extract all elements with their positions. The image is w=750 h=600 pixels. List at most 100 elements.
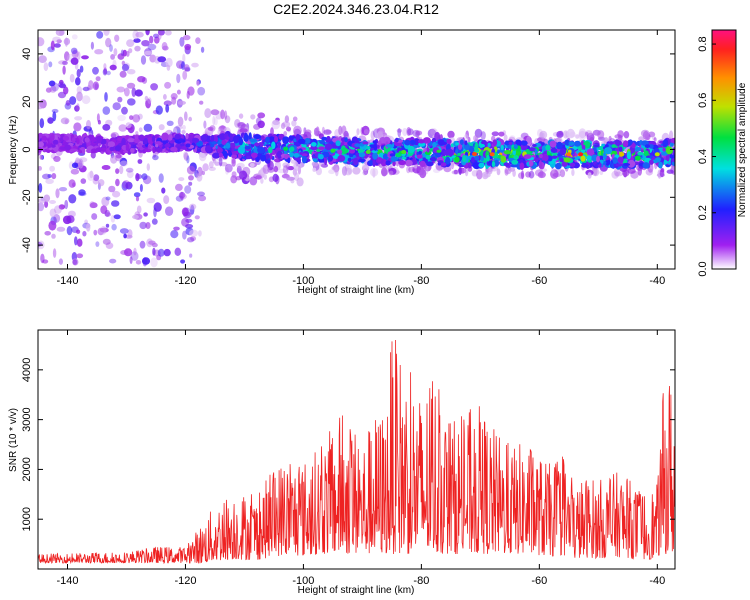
spectrogram-cell <box>236 162 245 169</box>
spectrogram-cell <box>186 165 196 175</box>
spectrogram-cell <box>163 248 171 257</box>
spectrogram-cell <box>662 147 666 152</box>
spectrogram-cell <box>186 155 190 164</box>
spectrogram-cell <box>155 105 163 115</box>
spectrogram-cell <box>39 154 43 160</box>
spectrogram-panel: -140 -120 -100 -80 -60 -40 -40 -20 0 20 40 Height… <box>8 29 676 296</box>
spectrogram-cell <box>45 178 54 184</box>
spectrogram-cell <box>154 36 160 44</box>
spectrogram-cell <box>49 165 55 172</box>
spectrogram-cell <box>556 130 564 139</box>
spectrogram-cell <box>617 156 624 164</box>
spectrogram-cell <box>153 207 157 218</box>
spectrogram-cell <box>60 117 70 125</box>
spectrogram-cell <box>264 154 270 159</box>
spectrogram-cell <box>327 155 334 162</box>
spectrogram-cell <box>319 140 326 145</box>
spectrogram-cell <box>561 161 568 167</box>
spectrogram-cell <box>666 169 674 174</box>
spectrogram-cell <box>555 162 562 170</box>
spectrogram-cell <box>111 223 117 231</box>
spectrogram-cell <box>503 162 510 167</box>
spectrogram-cell <box>284 115 290 123</box>
spectrogram-cell <box>224 115 231 124</box>
y-tick-label: -40 <box>21 237 33 253</box>
spectrogram-cell <box>569 162 576 167</box>
spectrogram-cell <box>492 139 498 147</box>
spectrogram-cell <box>178 177 185 182</box>
spectrogram-cell <box>145 30 150 36</box>
spectrogram-cell <box>129 115 134 120</box>
spectrogram-cell <box>135 260 142 265</box>
spectrogram-cell <box>79 65 84 73</box>
spectrogram-cell <box>454 156 460 163</box>
spectrogram-cell <box>175 195 184 202</box>
spectrogram-cell <box>446 138 452 144</box>
spectrogram-cell <box>102 106 111 115</box>
spectrogram-cell <box>220 109 225 120</box>
spectrogram-cell <box>363 129 369 135</box>
spectrogram-cell <box>49 85 57 93</box>
spectrogram-cell <box>202 163 209 172</box>
spectrogram-cell <box>143 50 153 56</box>
spectrogram-cell <box>447 130 455 139</box>
spectrogram-cell <box>586 155 592 161</box>
spectrogram-cell <box>644 144 651 149</box>
spectrogram-peak <box>330 148 336 153</box>
spectrogram-cell <box>201 170 205 176</box>
spectrogram-cell <box>89 201 96 209</box>
spectrogram-cell <box>133 38 141 43</box>
spectrogram-cell <box>76 103 80 112</box>
spectrogram-cell <box>181 130 186 134</box>
spectrogram-cell <box>146 163 150 171</box>
spectrogram-cell <box>53 43 61 48</box>
spectrogram-cell <box>44 200 49 208</box>
spectrogram-cell <box>426 161 434 167</box>
spectrogram-cell <box>214 117 218 126</box>
spectrogram-cell <box>649 155 653 159</box>
spectrogram-cell <box>210 134 215 143</box>
spectrogram-cell <box>52 248 57 258</box>
spectrogram-cell <box>115 168 120 174</box>
spectrogram-cell <box>125 167 134 173</box>
snr-y-ticks: 1000 2000 3000 4000 <box>21 358 675 531</box>
spectrogram-cell <box>610 150 618 156</box>
spectrogram-peak <box>489 152 495 157</box>
x-tick-label: -40 <box>649 575 665 587</box>
spectrogram-cell <box>196 80 200 86</box>
spectrogram-cell <box>487 142 491 148</box>
spectrogram-cell <box>260 177 264 184</box>
spectrogram-cell <box>177 100 186 105</box>
spectrogram-cell <box>626 151 632 160</box>
spectrogram-cell <box>340 147 349 154</box>
spectrogram-cell <box>69 73 75 83</box>
spectrogram-cell <box>75 77 81 86</box>
spectrogram-cell <box>478 162 485 168</box>
spectrogram-cell <box>182 230 187 240</box>
spectrogram-cell <box>165 104 170 113</box>
spectrogram-cell <box>240 170 248 180</box>
spectrogram-cell <box>143 212 148 217</box>
spectrogram-cell <box>138 127 143 133</box>
spectrogram-cell <box>282 165 289 175</box>
spectrogram-cell <box>286 176 295 181</box>
spectrogram-cell <box>117 53 125 60</box>
spectrogram-cell <box>407 146 415 153</box>
spectrogram-cell <box>92 66 99 75</box>
spectrogram-cell <box>126 82 136 89</box>
spectrogram-cell <box>197 191 205 197</box>
spectrogram-cell <box>541 153 549 162</box>
spectrogram-cell <box>474 155 480 161</box>
spectrogram-cell <box>114 145 122 152</box>
spectrogram-peak <box>283 146 289 151</box>
spectrogram-cell <box>98 179 105 187</box>
spectrogram-cell <box>344 167 353 176</box>
spectrogram-cell <box>51 82 59 92</box>
x-tick-label: -120 <box>174 275 196 287</box>
spectrogram-cell <box>38 166 42 171</box>
spectrogram-cell <box>190 236 197 242</box>
spectrogram-cell <box>471 156 475 163</box>
spectrogram-cell <box>480 140 487 145</box>
spectrogram-cell <box>182 34 191 41</box>
